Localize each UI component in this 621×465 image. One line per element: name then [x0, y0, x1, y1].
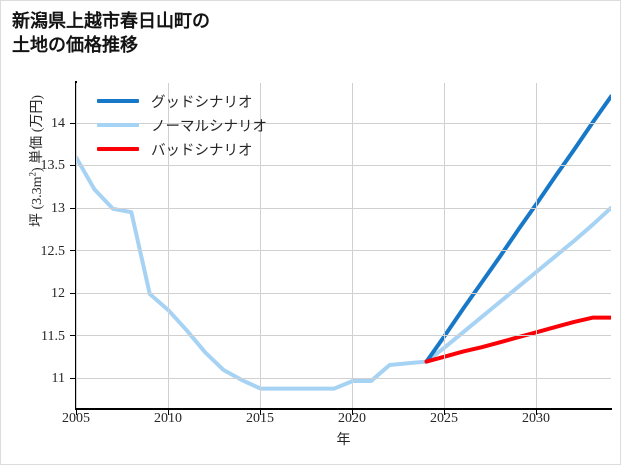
x-tick-label: 2020 — [338, 411, 366, 426]
x-axis-line — [75, 408, 612, 410]
gridline-horizontal — [76, 378, 611, 379]
x-tick-mark — [260, 410, 261, 415]
gridline-horizontal — [76, 165, 611, 166]
line-good-scenario — [424, 94, 611, 364]
legend-item-bad: バッドシナリオ — [97, 137, 267, 161]
gridline-vertical — [260, 83, 261, 408]
gridline-horizontal — [76, 335, 611, 336]
y-tick-mark — [70, 378, 75, 379]
y-tick-label: 12.5 — [40, 244, 66, 259]
y-tick-mark — [70, 335, 75, 336]
gridline-vertical — [76, 83, 77, 408]
legend-item-normal: ノーマルシナリオ — [97, 113, 267, 137]
title-line-2: 土地の価格推移 — [12, 35, 138, 55]
line-normal-scenario — [76, 155, 611, 391]
x-axis-label: 年 — [336, 433, 351, 448]
gridline-horizontal — [76, 208, 611, 209]
legend-swatch-bad-icon — [97, 147, 139, 151]
gridline-vertical — [444, 83, 445, 408]
x-tick-label: 2030 — [522, 411, 550, 426]
legend-swatch-normal-icon — [97, 123, 139, 127]
line-bad-scenario — [424, 315, 611, 364]
y-tick-label: 11 — [51, 371, 65, 386]
x-tick-mark — [536, 410, 537, 415]
gridline-horizontal — [76, 250, 611, 251]
y-tick-mark — [70, 293, 75, 294]
y-tick-label: 13.5 — [40, 158, 66, 173]
gridline-vertical — [352, 83, 353, 408]
x-tick-label: 2015 — [246, 411, 274, 426]
y-tick-mark — [70, 208, 75, 209]
y-tick-label: 14 — [51, 116, 65, 131]
legend-label-normal: ノーマルシナリオ — [151, 118, 267, 135]
y-tick-mark — [70, 123, 75, 124]
title-line-1: 新潟県上越市春日山町の — [12, 11, 210, 31]
gridline-horizontal — [76, 123, 611, 124]
x-tick-label: 2010 — [154, 411, 182, 426]
chart-lines — [76, 94, 611, 391]
legend-label-good: グッドシナリオ — [151, 94, 253, 111]
legend-swatch-good-icon — [97, 99, 139, 103]
y-tick-mark — [70, 250, 75, 251]
legend-label-bad: バッドシナリオ — [151, 142, 253, 159]
y-tick-label: 12 — [51, 286, 65, 301]
x-tick-mark — [444, 410, 445, 415]
y-tick-mark — [70, 165, 75, 166]
plot-area — [76, 83, 611, 408]
page-title: 新潟県上越市春日山町の 土地の価格推移 — [12, 9, 210, 57]
gridline-horizontal — [76, 293, 611, 294]
gridline-vertical — [168, 83, 169, 408]
chart-legend: グッドシナリオ ノーマルシナリオ バッドシナリオ — [97, 89, 267, 161]
legend-item-good: グッドシナリオ — [97, 89, 267, 113]
x-tick-label: 2005 — [62, 411, 90, 426]
y-tick-label: 13 — [51, 201, 65, 216]
x-tick-mark — [76, 410, 77, 415]
x-tick-mark — [352, 410, 353, 415]
y-tick-label: 11.5 — [41, 329, 65, 344]
x-tick-label: 2025 — [430, 411, 458, 426]
x-tick-mark — [168, 410, 169, 415]
gridline-vertical — [536, 83, 537, 408]
